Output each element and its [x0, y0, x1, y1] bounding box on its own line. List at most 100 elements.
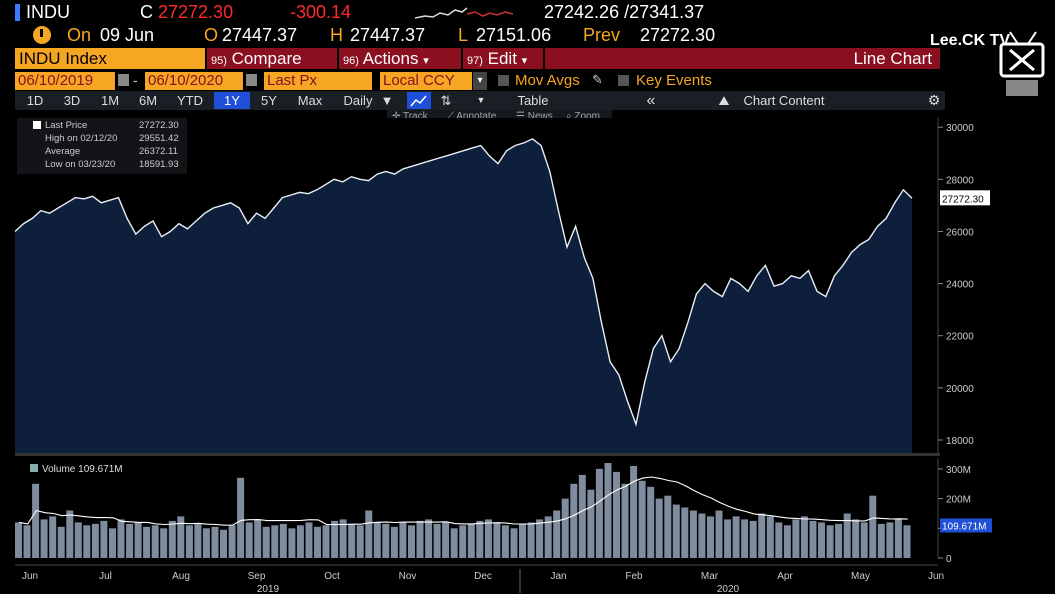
volume-bar: [83, 525, 91, 558]
volume-last-tag: [940, 518, 992, 533]
volume-bar: [647, 486, 655, 559]
volume-bar: [749, 520, 757, 558]
volume-bar: [365, 510, 373, 558]
price-field-select[interactable]: Last Px: [264, 72, 372, 90]
volume-bar: [126, 523, 134, 558]
mov-avgs-checkbox[interactable]: [498, 75, 509, 86]
key-events-label[interactable]: Key Events: [636, 72, 712, 89]
range-1d-button[interactable]: 1D: [26, 93, 44, 108]
volume-bar: [40, 519, 48, 558]
actions-button[interactable]: 96) Actions ▾: [339, 48, 461, 69]
period-dropdown-icon[interactable]: ▼: [380, 93, 394, 108]
volume-bar: [211, 526, 219, 558]
volume-bar: [228, 525, 236, 558]
collapse-icon[interactable]: «: [646, 92, 656, 109]
volume-bar: [715, 510, 723, 558]
price-tick-label: 20000: [946, 384, 974, 395]
range-6m-button[interactable]: 6M: [138, 93, 158, 108]
x-tick-label: Nov: [399, 571, 417, 582]
x-tick-label: Dec: [474, 571, 492, 582]
volume-bar: [459, 525, 467, 558]
range-5y-button[interactable]: 5Y: [261, 93, 277, 108]
last-price-swatch: [33, 121, 41, 129]
volume-bar: [373, 522, 381, 558]
currency-select[interactable]: Local CCY: [380, 72, 472, 90]
volume-bar: [15, 522, 22, 558]
volume-bar: [262, 526, 270, 558]
close-label: C: [140, 2, 153, 22]
chart-type-dropdown-icon[interactable]: ▼: [476, 95, 486, 105]
range-1y-button[interactable]: 1Y: [214, 92, 250, 109]
line-chart-icon[interactable]: [407, 92, 431, 109]
volume-bar: [698, 513, 706, 558]
volume-bar: [809, 520, 817, 558]
year-label: 2020: [717, 584, 740, 594]
volume-bar: [57, 526, 65, 558]
start-date-field[interactable]: 06/10/2019: [15, 72, 115, 90]
candle-chart-icon[interactable]: ⇅: [440, 93, 452, 108]
x-tick-label: Sep: [248, 571, 266, 582]
volume-bar: [194, 523, 202, 558]
volume-tick-label: 300M: [946, 465, 971, 476]
volume-bar: [177, 516, 185, 558]
volume-bar: [279, 523, 287, 558]
table-button[interactable]: Table: [517, 93, 549, 108]
price-tick-label: 24000: [946, 280, 974, 291]
chart-canvas[interactable]: 18000 20000 22000 24000 26000 28000 30000 27272…: [0, 118, 1055, 594]
volume-bar: [792, 519, 800, 558]
sparkline-icon: [415, 7, 514, 19]
pencil-icon[interactable]: ✎: [592, 72, 603, 87]
volume-bar: [877, 523, 885, 558]
price-legend: Last Price 27272.30 High on 02/12/20 295…: [17, 118, 187, 174]
watermark-text: Lee.CK TV: [930, 32, 1011, 49]
range-ytd-button[interactable]: YTD: [177, 93, 203, 108]
legend-last-price-label: Last Price: [45, 120, 88, 131]
volume-bar: [450, 528, 458, 558]
end-date-field[interactable]: 06/10/2020: [145, 72, 243, 90]
key-events-checkbox[interactable]: [618, 75, 629, 86]
price-tick-label: 26000: [946, 227, 974, 238]
volume-bar: [519, 523, 526, 558]
volume-bar: [237, 477, 245, 558]
volume-bar: [49, 516, 57, 558]
annotate-tool[interactable]: ⟋ Annotate: [447, 111, 497, 122]
security-field[interactable]: INDU Index: [15, 48, 205, 69]
track-tool[interactable]: ✛ Track: [392, 111, 428, 122]
calendar-icon[interactable]: [246, 74, 257, 86]
zoom-tool[interactable]: ⌕ Zoom: [566, 111, 600, 122]
currency-dropdown-icon[interactable]: ▾: [473, 72, 487, 90]
range-max-button[interactable]: Max: [297, 93, 323, 108]
x-tick-label: Mar: [701, 571, 719, 582]
compare-button[interactable]: 95) Compare: [207, 48, 337, 69]
volume-bar: [271, 525, 279, 558]
x-tick-label: May: [851, 571, 870, 582]
calendar-icon[interactable]: [118, 74, 129, 86]
volume-bar: [570, 483, 578, 558]
volume-tick-label: 200M: [946, 495, 971, 506]
chart-content-button[interactable]: Chart Content: [743, 93, 825, 108]
volume-bar: [416, 520, 424, 558]
volume-bar: [724, 519, 732, 558]
volume-bar: [886, 522, 894, 558]
mov-avgs-label[interactable]: Mov Avgs: [515, 72, 580, 89]
price-tick-label: 28000: [946, 175, 974, 186]
volume-bar: [544, 516, 552, 558]
period-select[interactable]: Daily: [343, 93, 373, 108]
low-value: 27151.06: [476, 25, 552, 45]
volume-bar: [32, 483, 40, 558]
volume-bar: [553, 510, 561, 558]
volume-bar: [288, 528, 296, 558]
range-3d-button[interactable]: 3D: [63, 93, 81, 108]
volume-bar: [732, 516, 740, 558]
pane-separator: [15, 453, 940, 456]
edit-button[interactable]: 97) Edit ▾: [463, 48, 543, 69]
news-tool[interactable]: ☰ News: [516, 111, 553, 122]
volume-bar: [408, 525, 415, 558]
gear-icon[interactable]: ⚙: [927, 92, 941, 108]
volume-bar: [852, 519, 860, 558]
range-1m-button[interactable]: 1M: [100, 93, 120, 108]
chart-content-icon[interactable]: ⛰: [718, 93, 730, 108]
channel-logo: Lee.CK TV: [928, 30, 1048, 100]
volume-bar: [826, 525, 834, 558]
low-label: L: [458, 25, 469, 45]
